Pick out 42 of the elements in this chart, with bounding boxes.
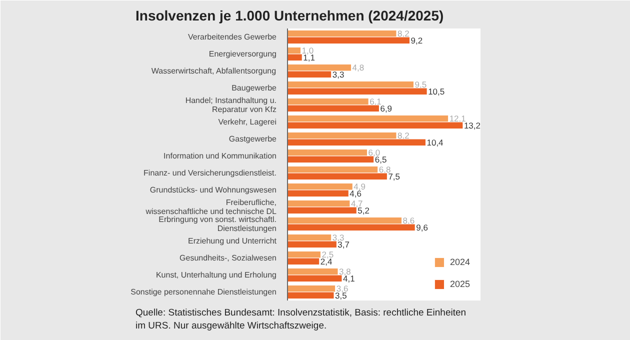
data-label: 3,8: [339, 266, 352, 277]
y-tick-label: Sonstige personennahe Dienstleistungen: [130, 288, 277, 296]
data-label: 9,2: [410, 35, 423, 46]
y-tick-label: Kunst, Unterhaltung und Erholung: [156, 270, 277, 280]
data-label: 13,2: [464, 120, 481, 130]
y-tick-label: Verarbeitendes Gewerbe: [188, 32, 278, 42]
y-tick-label: Erbringung von sonst. wirtschaftl. Dienstleistungen: [158, 215, 277, 233]
y-tick-label: Baugewerbe: [232, 84, 278, 92]
data-label: 4,8: [352, 62, 364, 73]
data-label: 6,9: [380, 103, 392, 114]
y-tick-label: Wasserwirtschaft, Abfallentsorgung: [151, 66, 276, 76]
data-label: 3,3: [332, 232, 344, 243]
y-tick-label: Gesundheits-, Sozialwesen: [180, 254, 277, 262]
y-tick-label: Information und Kommunikation: [164, 152, 277, 160]
data-label: 8,2: [397, 130, 410, 141]
data-label: 1,0: [302, 46, 314, 56]
y-tick-label: Grundstücks- und Wohnungswesen: [150, 186, 277, 194]
y-tick-label: Verkehr, Lagerei: [218, 118, 277, 126]
data-label: 12,1: [449, 114, 466, 124]
legend-label: 2024: [450, 257, 470, 267]
y-tick-label: Freiberufliche, wissenschaftliche und technische DL: [144, 198, 278, 216]
data-label: 4,9: [354, 182, 366, 192]
legend-label: 2025: [450, 279, 470, 289]
data-label: 7,5: [388, 171, 400, 182]
y-tick-label: Finanz- und Versicherungsdienstleist.: [144, 168, 277, 178]
data-label: 8,6: [402, 216, 415, 226]
data-label: 3,6: [336, 284, 348, 294]
data-label: 8,2: [397, 28, 410, 39]
data-label: 2,5: [322, 250, 334, 260]
data-label: 6,1: [370, 96, 382, 107]
source-note: Quelle: Statistisches Bundesamt: Insolvenzstatistik, Basis: rechtliche Einheiten im URS. Nur ausgewählte Wirtschaftszweige.: [136, 307, 466, 332]
data-label: 9,5: [414, 80, 427, 90]
data-label: 10,5: [428, 86, 445, 96]
y-tick-label: Gastgewerbe: [228, 134, 278, 144]
y-tick-label: Energieversorgung: [208, 50, 277, 58]
chart-title: Insolvenzen je 1.000 Unternehmen (2024/2025): [136, 8, 444, 24]
data-label: 10,4: [426, 137, 444, 148]
y-tick-label: Handel; Instandhaltung u. Reparatur von Kfz: [185, 96, 277, 114]
data-label: 3,3: [332, 69, 344, 80]
data-label: 9,6: [416, 222, 428, 232]
y-tick-label: Erziehung und Unterricht: [188, 236, 278, 246]
data-label: 6,8: [378, 164, 391, 175]
